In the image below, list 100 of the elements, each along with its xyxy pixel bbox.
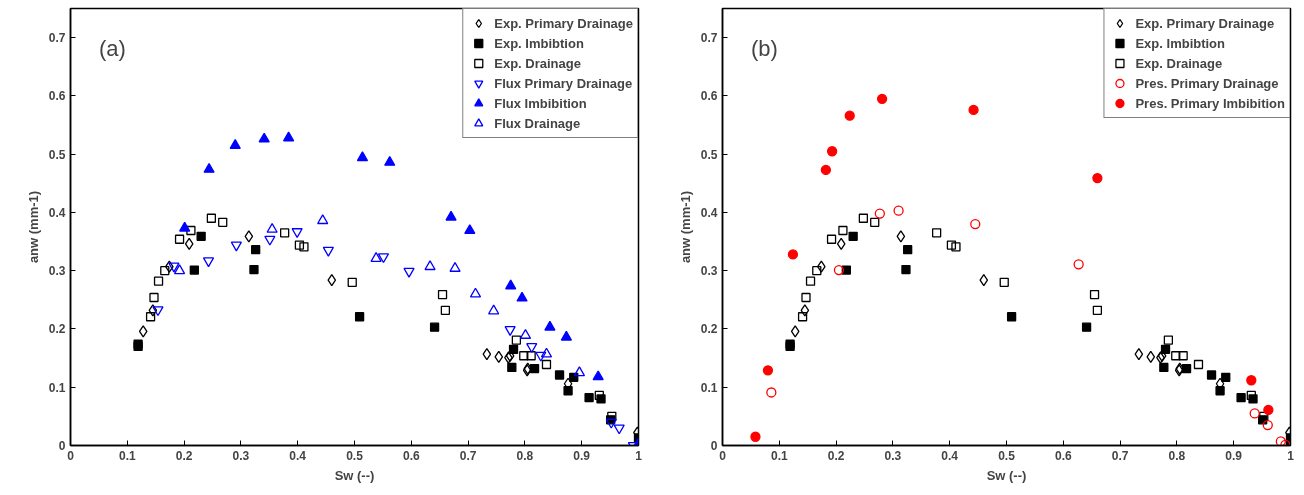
point (946, 240, 957, 250)
point (1073, 259, 1084, 270)
point (189, 265, 199, 275)
point (613, 424, 625, 435)
y-tick-label: 0.3 (700, 264, 718, 279)
x-tick-label: 0.6 (1054, 448, 1072, 463)
point (844, 110, 855, 121)
legend-label: Flux Drainage (494, 115, 581, 131)
point (797, 312, 808, 322)
point (186, 225, 196, 236)
y-tick-label: 0.7 (48, 31, 66, 46)
point (893, 205, 904, 216)
x-tick-label: 0.1 (770, 448, 788, 463)
point (573, 366, 586, 377)
annotation: (a) (98, 35, 126, 61)
point (970, 218, 981, 230)
point (437, 289, 448, 300)
y-tick-label: 0.2 (700, 322, 718, 337)
y-axis-title: anw (mm-1) (25, 190, 41, 264)
x-tick-label: 0.2 (827, 448, 845, 463)
x-tick-label: 0.8 (1168, 448, 1186, 463)
point (896, 230, 906, 243)
point (160, 266, 170, 276)
point (370, 252, 382, 262)
y-tick-label: 0.5 (48, 147, 66, 162)
point (826, 146, 838, 157)
y-tick-label: 0.6 (700, 89, 718, 104)
point (1081, 322, 1092, 332)
legend-label: Pres. Primary Imbibition (1135, 95, 1285, 111)
point (1249, 408, 1260, 419)
point (258, 132, 270, 143)
point (153, 276, 164, 286)
x-tick-label: 0.1 (118, 448, 136, 463)
point (805, 276, 816, 286)
point (179, 221, 191, 232)
point (1146, 350, 1156, 364)
point (526, 351, 536, 361)
y-tick-label: 0.6 (48, 89, 66, 104)
point (1236, 393, 1246, 403)
point (138, 325, 148, 338)
point (449, 261, 461, 272)
point (206, 213, 217, 223)
point (519, 351, 529, 361)
point (347, 277, 357, 287)
x-tick-label: 0.4 (289, 448, 307, 463)
legend-label: Exp. Primary Drainage (1135, 15, 1275, 31)
point (251, 245, 261, 255)
point (858, 213, 869, 223)
x-tick-label: 0.9 (573, 448, 591, 463)
point (836, 237, 846, 251)
point (279, 228, 290, 238)
point (327, 273, 337, 287)
point (790, 325, 800, 338)
point (249, 264, 259, 275)
point (535, 351, 547, 362)
legend-label: Exp. Imbibtion (1135, 35, 1226, 51)
point (870, 217, 880, 227)
point (820, 164, 832, 176)
point (1089, 289, 1100, 300)
point (1092, 172, 1103, 184)
x-tick-label: 0.4 (941, 448, 959, 463)
x-tick-label: 0.7 (1111, 448, 1129, 463)
point (554, 370, 565, 380)
legend-label: Exp. Primary Drainage (494, 15, 633, 31)
point (1215, 386, 1225, 396)
point (1263, 404, 1274, 416)
y-tick-label: 0.5 (700, 147, 718, 162)
point (317, 214, 329, 225)
point (951, 242, 961, 252)
point (203, 162, 215, 173)
point (999, 277, 1009, 287)
point (931, 228, 942, 238)
point (445, 210, 457, 221)
point (230, 241, 243, 252)
y-tick-label: 0.1 (700, 380, 718, 395)
point (174, 234, 185, 244)
legend-label: Exp. Drainage (1135, 55, 1223, 71)
point (1262, 419, 1273, 431)
point (848, 231, 858, 241)
x-axis-title: Sw (--) (986, 467, 1027, 483)
point (592, 370, 604, 381)
point (1134, 347, 1144, 361)
point (1193, 359, 1204, 370)
legend-label: Exp. Imbibtion (494, 35, 584, 51)
point (440, 305, 451, 315)
x-tick-label: 0.6 (402, 448, 420, 463)
point (1163, 335, 1174, 345)
point (584, 393, 594, 403)
point (787, 249, 799, 260)
point (354, 312, 365, 322)
point (488, 304, 500, 315)
point (526, 342, 538, 353)
point (826, 234, 837, 244)
point (544, 320, 556, 331)
point (516, 291, 528, 302)
y-tick-label: 0.3 (48, 264, 66, 279)
point (384, 155, 396, 166)
y-tick-label: 0 (58, 439, 66, 453)
point (1246, 375, 1257, 386)
point (505, 279, 517, 290)
